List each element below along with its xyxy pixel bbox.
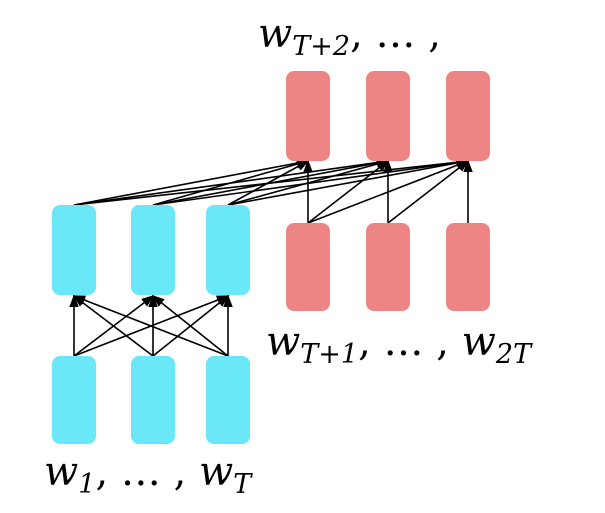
output-node-1	[286, 71, 330, 161]
input-node-2	[131, 356, 175, 444]
label-target-input-sequence: wT+1, … , w2T	[266, 319, 532, 370]
edge-input-2-to-hidden-1	[72, 295, 154, 357]
edge-input-3-to-hidden-1	[72, 295, 229, 357]
input-node-1	[52, 356, 96, 444]
target-input-node-1	[286, 223, 330, 311]
input-node-3	[206, 356, 250, 444]
hidden-node-2	[131, 205, 175, 295]
edge-hidden-2-to-output-2	[152, 158, 390, 206]
edge-hidden-2-to-output-1	[152, 159, 310, 206]
edge-hidden-3-to-output-3	[227, 158, 470, 206]
edge-target-1-to-output-2	[307, 160, 390, 224]
target-input-node-3	[446, 223, 490, 311]
label-input-sequence: w1, … , wT	[44, 449, 252, 500]
edge-hidden-1-to-output-1	[73, 158, 310, 206]
output-node-3	[446, 71, 490, 161]
hidden-node-3	[206, 205, 250, 295]
edge-input-3-to-hidden-2	[151, 295, 229, 357]
hidden-node-1	[52, 205, 96, 295]
edge-target-2-to-output-3	[387, 160, 470, 224]
output-node-2	[366, 71, 410, 161]
edge-hidden-3-to-output-1	[227, 160, 310, 206]
label-output-sequence: wT+2, … ,	[258, 11, 441, 62]
target-input-node-2	[366, 223, 410, 311]
